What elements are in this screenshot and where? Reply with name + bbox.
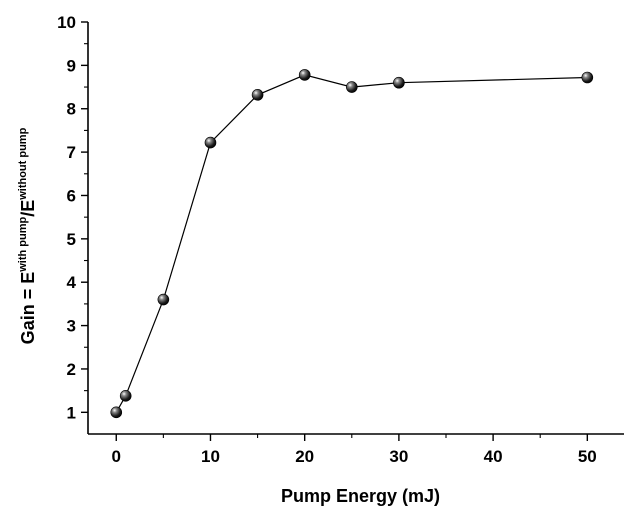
x-tick-label: 50 xyxy=(578,447,597,466)
x-axis-title: Pump Energy (mJ) xyxy=(281,486,440,506)
x-tick-label: 30 xyxy=(389,447,408,466)
data-point xyxy=(581,71,594,84)
y-axis-title-sup1: with pump xyxy=(17,217,29,273)
y-tick-label: 6 xyxy=(67,186,76,205)
y-tick-label: 4 xyxy=(67,273,77,292)
data-point xyxy=(110,406,123,419)
series-line xyxy=(115,74,588,413)
y-tick-label: 1 xyxy=(67,403,76,422)
y-axis-title-mid: /E xyxy=(18,200,38,217)
y-tick-label: 8 xyxy=(67,100,76,119)
ticks: 1 2 3 4 5 6 7 8 9 10 0 10 20 30 40 50 xyxy=(57,13,597,466)
y-tick-label: 5 xyxy=(67,230,76,249)
data-point xyxy=(345,81,358,93)
data-point xyxy=(119,390,132,402)
y-tick-label: 7 xyxy=(67,143,76,162)
y-tick-label: 10 xyxy=(57,13,76,32)
x-tick-label: 10 xyxy=(201,447,220,466)
y-tick-label: 2 xyxy=(67,360,76,379)
data-point xyxy=(157,293,170,306)
y-axis-title-sup2: without pump xyxy=(17,127,29,200)
data-point xyxy=(298,69,311,81)
x-tick-label: 0 xyxy=(112,447,121,466)
y-axis-title: Gain = Ewith pump/Ewithout pump xyxy=(17,127,38,344)
data-point xyxy=(393,76,405,89)
y-axis-title-base: Gain = E xyxy=(18,272,38,345)
y-tick-label: 9 xyxy=(67,56,76,75)
x-tick-label: 40 xyxy=(484,447,503,466)
data-point xyxy=(251,89,264,101)
data-point xyxy=(204,136,217,149)
x-tick-label: 20 xyxy=(295,447,314,466)
axes xyxy=(87,22,624,435)
y-tick-label: 3 xyxy=(67,317,76,336)
series-layer xyxy=(110,69,594,419)
